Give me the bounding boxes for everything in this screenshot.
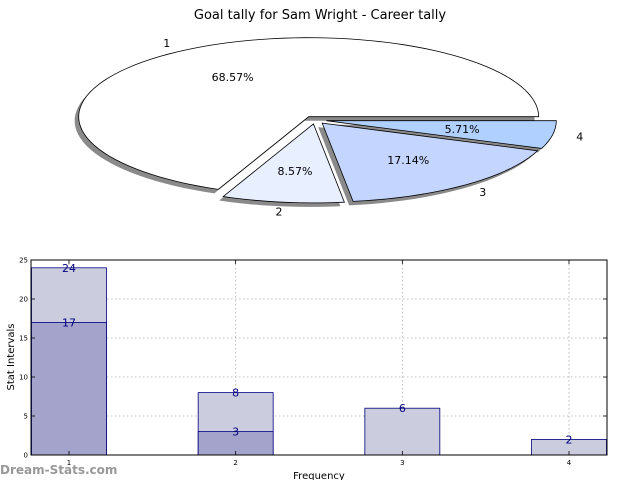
bar-value-label-s1-c1: 24 bbox=[62, 262, 76, 275]
bar-series-1-cat-3 bbox=[364, 407, 441, 456]
y-tick-label-0: 0 bbox=[24, 452, 28, 460]
bar-series-2-cat-1 bbox=[31, 321, 107, 456]
pie-category-label-3: 3 bbox=[479, 186, 486, 199]
pie-percent-label-2: 8.57% bbox=[278, 165, 313, 178]
watermark-logo: Dream-Stats.com bbox=[0, 463, 117, 477]
x-tick-label-3: 3 bbox=[400, 459, 404, 467]
y-tick-label-2: 10 bbox=[19, 374, 28, 382]
pie-slice-4 bbox=[326, 120, 557, 149]
pie-slice-2 bbox=[222, 123, 345, 204]
bar-chart: 24 8 6 2 17 3 0 5 10 15 20 25 1 2 3 4 bbox=[19, 257, 608, 467]
x-tick-label-4: 4 bbox=[567, 459, 572, 467]
pie-percent-label-3: 17.14% bbox=[387, 154, 429, 167]
y-tick-label-3: 15 bbox=[19, 335, 28, 343]
pie-percent-label-1: 68.57% bbox=[212, 71, 254, 84]
x-tick-label-1: 1 bbox=[67, 459, 71, 467]
pie-category-label-1: 1 bbox=[163, 37, 170, 50]
plot-frame bbox=[30, 259, 608, 456]
bar-value-label-s2-c1: 17 bbox=[62, 316, 76, 329]
pie-slice-3 bbox=[321, 122, 539, 202]
y-axis-label: Stat Intervals bbox=[6, 323, 17, 390]
plot-area bbox=[31, 260, 607, 455]
pie-category-label-2: 2 bbox=[276, 206, 283, 219]
pie-chart-title: Goal tally for Sam Wright - Career tally bbox=[194, 8, 447, 23]
y-tick-label-1: 5 bbox=[24, 413, 28, 421]
pie-slice-1 bbox=[78, 37, 540, 190]
bar-value-label-s1-c4: 2 bbox=[566, 433, 573, 446]
y-tick-label-4: 20 bbox=[19, 296, 28, 304]
pie-category-label-4: 4 bbox=[576, 131, 583, 144]
bar-value-label-s1-c3: 6 bbox=[399, 402, 406, 415]
pie-chart: 1 68.57% 2 8.57% 3 17.14% 4 5.71% bbox=[74, 37, 583, 219]
pie-percent-label-4: 5.71% bbox=[445, 123, 480, 136]
x-axis-label: Frequency bbox=[293, 471, 345, 480]
bar-value-label-s1-c2: 8 bbox=[232, 387, 239, 400]
x-tick-label-2: 2 bbox=[233, 459, 237, 467]
bar-value-label-s2-c2: 3 bbox=[232, 426, 239, 439]
y-tick-label-5: 25 bbox=[19, 257, 28, 265]
